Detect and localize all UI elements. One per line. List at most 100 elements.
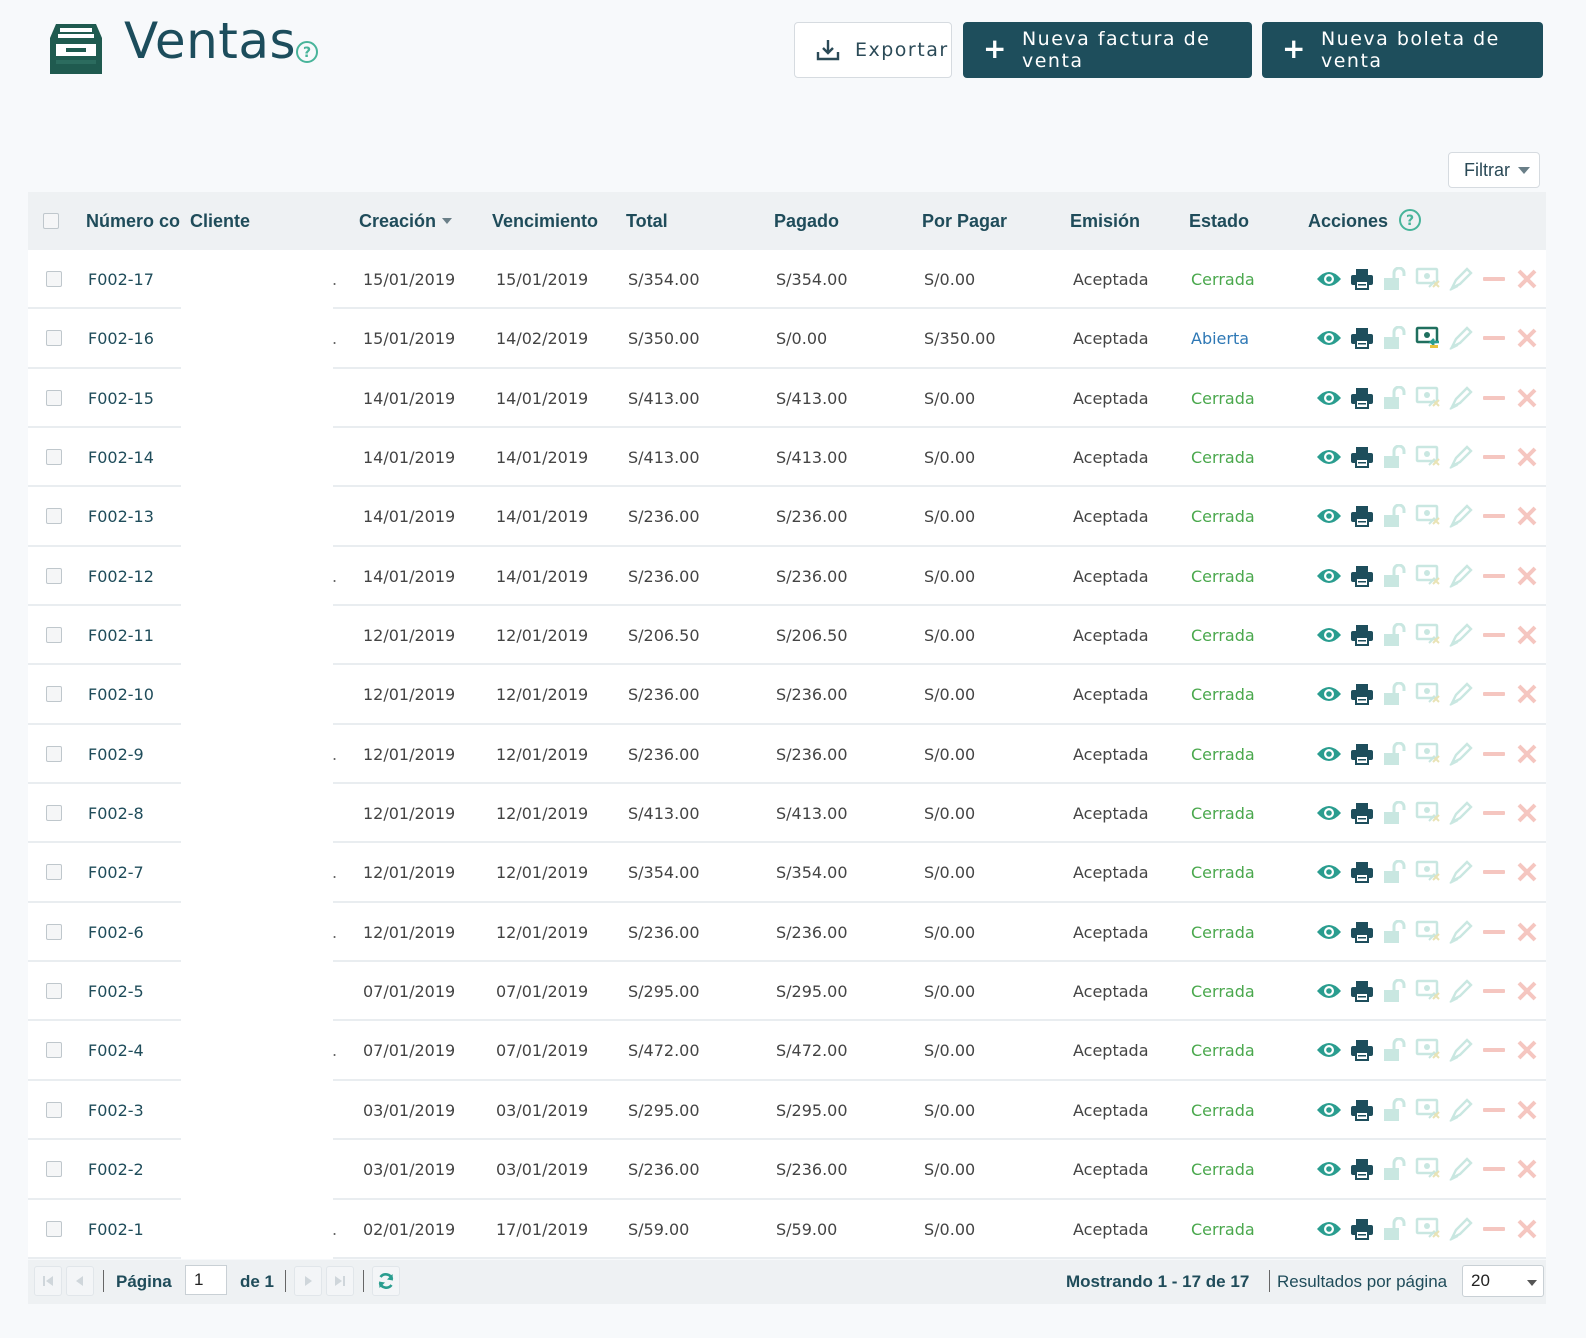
col-status[interactable]: Estado: [1189, 211, 1250, 231]
eye-icon[interactable]: [1316, 325, 1342, 351]
invoice-number[interactable]: F002-5: [88, 982, 144, 1002]
table-row[interactable]: F002-7. 12/01/2019 12/01/2019 S/354.00 S/354…: [28, 843, 1546, 903]
edit-icon[interactable]: [1448, 385, 1474, 411]
unlock-icon[interactable]: [1382, 1037, 1408, 1063]
close-icon[interactable]: [1514, 444, 1540, 470]
invoice-number[interactable]: F002-17: [88, 270, 154, 289]
minus-icon[interactable]: [1481, 1156, 1507, 1182]
row-checkbox[interactable]: [46, 271, 62, 287]
eye-icon[interactable]: [1316, 385, 1342, 411]
row-checkbox[interactable]: [46, 983, 62, 1000]
table-row[interactable]: F002-16. 15/01/2019 14/02/2019 S/350.00 S/0.…: [28, 309, 1546, 369]
eye-icon[interactable]: [1316, 1037, 1342, 1063]
payment-icon[interactable]: [1415, 1097, 1441, 1123]
unlock-icon[interactable]: [1382, 800, 1408, 826]
edit-icon[interactable]: [1448, 563, 1474, 589]
col-client[interactable]: Cliente: [190, 211, 251, 231]
edit-icon[interactable]: [1448, 503, 1474, 529]
table-row[interactable]: F002-10 12/01/2019 12/01/2019 S/236.00 S/236…: [28, 665, 1546, 725]
unlock-icon[interactable]: [1382, 859, 1408, 885]
unlock-icon[interactable]: [1382, 563, 1408, 589]
row-checkbox[interactable]: [46, 923, 62, 940]
minus-icon[interactable]: [1481, 503, 1507, 529]
unlock-icon[interactable]: [1382, 681, 1408, 707]
edit-icon[interactable]: [1448, 800, 1474, 826]
page-number-input[interactable]: [185, 1265, 227, 1295]
minus-icon[interactable]: [1481, 800, 1507, 826]
minus-icon[interactable]: [1481, 919, 1507, 945]
close-icon[interactable]: [1514, 503, 1540, 529]
invoice-number[interactable]: F002-3: [88, 1100, 144, 1120]
row-checkbox[interactable]: [46, 1161, 62, 1178]
col-total[interactable]: Total: [626, 211, 668, 231]
invoice-number[interactable]: F002-9: [88, 744, 144, 764]
table-row[interactable]: F002-14 14/01/2019 14/01/2019 S/413.00 S/413…: [28, 428, 1546, 488]
minus-icon[interactable]: [1481, 859, 1507, 885]
row-checkbox[interactable]: [46, 389, 62, 406]
print-icon[interactable]: [1349, 503, 1375, 529]
table-row[interactable]: F002-8 12/01/2019 12/01/2019 S/413.00 S/413.…: [28, 784, 1546, 844]
edit-icon[interactable]: [1448, 1097, 1474, 1123]
close-icon[interactable]: [1514, 563, 1540, 589]
unlock-icon[interactable]: [1382, 266, 1408, 292]
table-row[interactable]: F002-11 12/01/2019 12/01/2019 S/206.50 S/206…: [28, 606, 1546, 666]
edit-icon[interactable]: [1448, 741, 1474, 767]
invoice-number[interactable]: F002-16: [88, 329, 154, 349]
close-icon[interactable]: [1514, 800, 1540, 826]
close-icon[interactable]: [1514, 385, 1540, 411]
invoice-number[interactable]: F002-14: [88, 448, 154, 468]
edit-icon[interactable]: [1448, 622, 1474, 648]
print-icon[interactable]: [1349, 266, 1375, 292]
select-all-checkbox[interactable]: [43, 213, 59, 229]
edit-icon[interactable]: [1448, 1156, 1474, 1182]
print-icon[interactable]: [1349, 1037, 1375, 1063]
unlock-icon[interactable]: [1382, 741, 1408, 767]
print-icon[interactable]: [1349, 978, 1375, 1004]
table-row[interactable]: F002-1. 02/01/2019 17/01/2019 S/59.00 S/59.0…: [28, 1199, 1546, 1259]
table-row[interactable]: F002-17. 15/01/2019 15/01/2019 S/354.00 S/35…: [28, 250, 1546, 310]
next-page-button[interactable]: [294, 1266, 322, 1296]
col-number[interactable]: Número co: [86, 211, 181, 231]
row-checkbox[interactable]: [46, 330, 62, 347]
print-icon[interactable]: [1349, 800, 1375, 826]
col-created-wrap[interactable]: Creación: [359, 211, 453, 232]
print-icon[interactable]: [1349, 1216, 1375, 1242]
print-icon[interactable]: [1349, 859, 1375, 885]
per-page-select[interactable]: 20: [1462, 1265, 1544, 1297]
row-checkbox[interactable]: [46, 1220, 62, 1237]
payment-icon[interactable]: [1415, 266, 1441, 292]
edit-icon[interactable]: [1448, 859, 1474, 885]
close-icon[interactable]: [1514, 1097, 1540, 1123]
close-icon[interactable]: [1514, 622, 1540, 648]
edit-icon[interactable]: [1448, 1216, 1474, 1242]
row-checkbox[interactable]: [46, 508, 62, 525]
invoice-number[interactable]: F002-13: [88, 507, 154, 527]
close-icon[interactable]: [1514, 325, 1540, 351]
payment-icon[interactable]: [1415, 741, 1441, 767]
payment-icon[interactable]: [1415, 444, 1441, 470]
close-icon[interactable]: [1514, 681, 1540, 707]
eye-icon[interactable]: [1316, 978, 1342, 1004]
unlock-icon[interactable]: [1382, 385, 1408, 411]
eye-icon[interactable]: [1316, 1097, 1342, 1123]
new-invoice-button[interactable]: + Nueva factura de venta: [963, 22, 1252, 78]
table-row[interactable]: F002-9. 12/01/2019 12/01/2019 S/236.00 S/236…: [28, 724, 1546, 785]
unlock-icon[interactable]: [1382, 622, 1408, 648]
invoice-number[interactable]: F002-4: [88, 1041, 144, 1061]
payment-icon[interactable]: [1415, 503, 1441, 529]
row-checkbox[interactable]: [46, 864, 62, 881]
payment-icon[interactable]: [1415, 385, 1441, 411]
edit-icon[interactable]: [1448, 978, 1474, 1004]
table-row[interactable]: F002-3 03/01/2019 03/01/2019 S/295.00 S/295.…: [28, 1080, 1546, 1141]
close-icon[interactable]: [1514, 919, 1540, 945]
unlock-icon[interactable]: [1382, 503, 1408, 529]
minus-icon[interactable]: [1481, 1097, 1507, 1123]
payment-icon[interactable]: [1415, 563, 1441, 589]
row-checkbox[interactable]: [46, 1101, 62, 1118]
payment-icon[interactable]: [1415, 622, 1441, 648]
close-icon[interactable]: [1514, 1037, 1540, 1063]
col-due[interactable]: Vencimiento: [492, 211, 599, 231]
last-page-button[interactable]: [326, 1266, 354, 1296]
minus-icon[interactable]: [1481, 1216, 1507, 1242]
new-receipt-button[interactable]: + Nueva boleta de venta: [1262, 22, 1543, 78]
